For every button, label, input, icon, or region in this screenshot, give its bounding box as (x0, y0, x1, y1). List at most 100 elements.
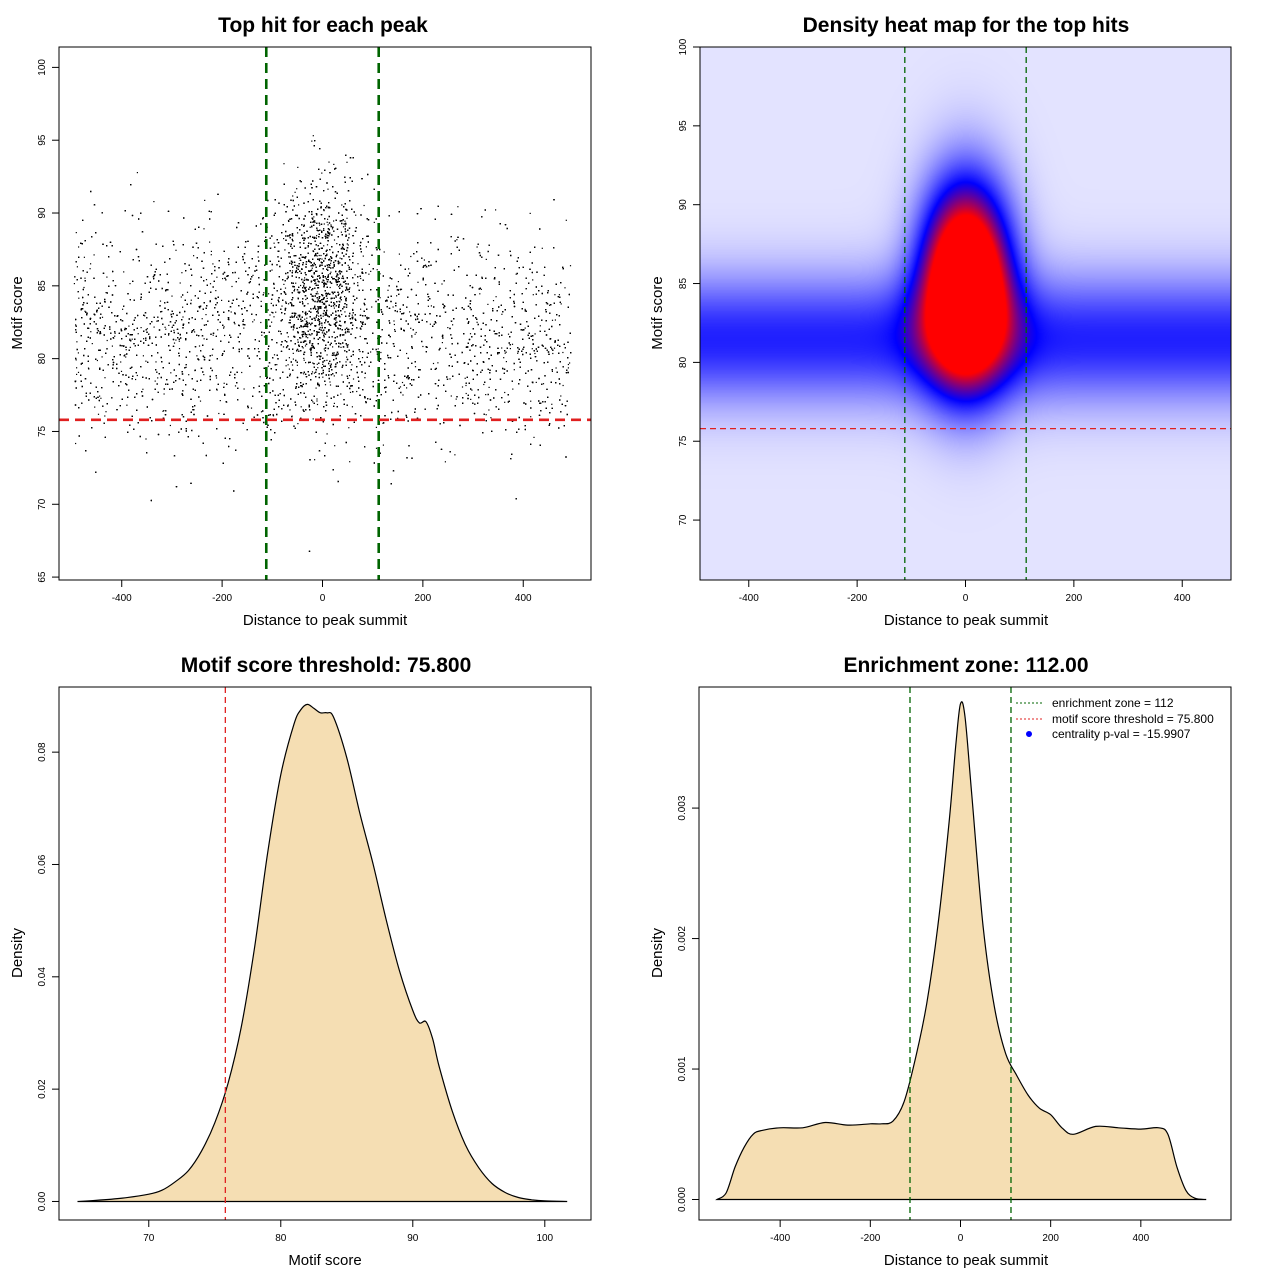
scatter-point (181, 272, 183, 274)
scatter-point (567, 363, 569, 366)
scatter-point (429, 323, 431, 325)
scatter-point (101, 316, 104, 318)
scatter-point (234, 385, 237, 387)
scatter-point (476, 246, 478, 248)
scatter-point (288, 322, 290, 324)
scatter-point (414, 366, 417, 368)
scatter-point (533, 436, 535, 438)
scatter-point (361, 272, 363, 274)
scatter-point (398, 253, 400, 255)
scatter-point (267, 365, 269, 367)
scatter-point (351, 406, 353, 408)
scatter-point (321, 332, 323, 334)
scatter-point (288, 256, 290, 258)
scatter-point (135, 378, 137, 381)
scatter-point (100, 397, 102, 399)
scatter-point (238, 277, 240, 279)
scatter-point (441, 342, 443, 344)
scatter-point (269, 314, 271, 316)
scatter-point (551, 370, 553, 372)
scatter-point (120, 370, 123, 372)
scatter-point (241, 371, 243, 374)
scatter-point (106, 276, 108, 278)
scatter-point (501, 347, 503, 349)
scatter-point (291, 315, 293, 317)
scatter-point (326, 395, 328, 397)
scatter-point (84, 310, 86, 312)
scatter-point (319, 276, 321, 278)
scatter-point (392, 306, 394, 308)
scatter-point (283, 238, 285, 240)
scatter-point (263, 292, 265, 294)
scatter-point (267, 309, 269, 311)
scatter-point (319, 258, 321, 260)
scatter-point (260, 411, 263, 413)
scatter-point (91, 343, 93, 345)
scatter-point (562, 384, 564, 387)
scatter-point (323, 223, 325, 225)
scatter-point (339, 262, 341, 264)
scatter-point (250, 407, 253, 409)
scatter-point (344, 296, 346, 298)
scatter-point (371, 306, 373, 308)
scatter-point (336, 282, 338, 284)
scatter-point (84, 277, 86, 279)
scatter-point (272, 415, 275, 417)
scatter-point (297, 339, 299, 341)
scatter-point (335, 295, 337, 297)
scatter-point (558, 294, 560, 296)
scatter-point (159, 300, 162, 302)
scatter-point (175, 249, 177, 251)
scatter-point (106, 339, 108, 342)
scatter-point (153, 201, 155, 203)
scatter-point (476, 321, 478, 323)
scatter-point (309, 226, 311, 228)
scatter-point (332, 346, 334, 348)
scatter-point (414, 333, 416, 335)
scatter-point (170, 372, 172, 374)
scatter-point (318, 306, 320, 309)
scatter-point (481, 276, 483, 278)
scatter-point (153, 326, 155, 328)
scatter-point (271, 321, 273, 323)
scatter-point (297, 232, 299, 234)
scatter-point (201, 318, 203, 320)
scatter-point (562, 351, 564, 354)
scatter-point (471, 389, 473, 391)
scatter-point (354, 274, 356, 276)
scatter-point (346, 356, 348, 358)
scatter-point (402, 394, 404, 396)
scatter-point (322, 363, 324, 365)
scatter-point (314, 221, 316, 224)
scatter-point (114, 335, 116, 337)
scatter-point (432, 362, 435, 365)
scatter-point (218, 412, 220, 415)
scatter-point (340, 346, 342, 348)
scatter-point (324, 384, 327, 386)
scatter-point (341, 313, 343, 316)
scatter-point (333, 239, 336, 241)
scatter-point (294, 191, 296, 193)
scatter-point (485, 414, 487, 416)
scatter-point (284, 249, 286, 251)
scatter-point (345, 298, 347, 300)
scatter-point (512, 388, 514, 390)
scatter-point (316, 400, 318, 402)
scatter-point (341, 277, 343, 279)
scatter-point (295, 269, 298, 271)
scatter-point (142, 355, 144, 357)
scatter-point (401, 381, 404, 384)
scatter-point (323, 348, 325, 350)
scatter-point (223, 382, 225, 384)
scatter-point (399, 311, 401, 313)
scatter-point (271, 311, 273, 313)
scatter-point (361, 357, 364, 359)
scatter-point (175, 339, 177, 341)
scatter-point (569, 362, 571, 364)
scatter-points (73, 135, 572, 552)
scatter-point (288, 368, 290, 370)
scatter-point (317, 318, 319, 320)
scatter-point (344, 225, 346, 227)
scatter-point (178, 348, 181, 350)
scatter-point (370, 351, 372, 353)
